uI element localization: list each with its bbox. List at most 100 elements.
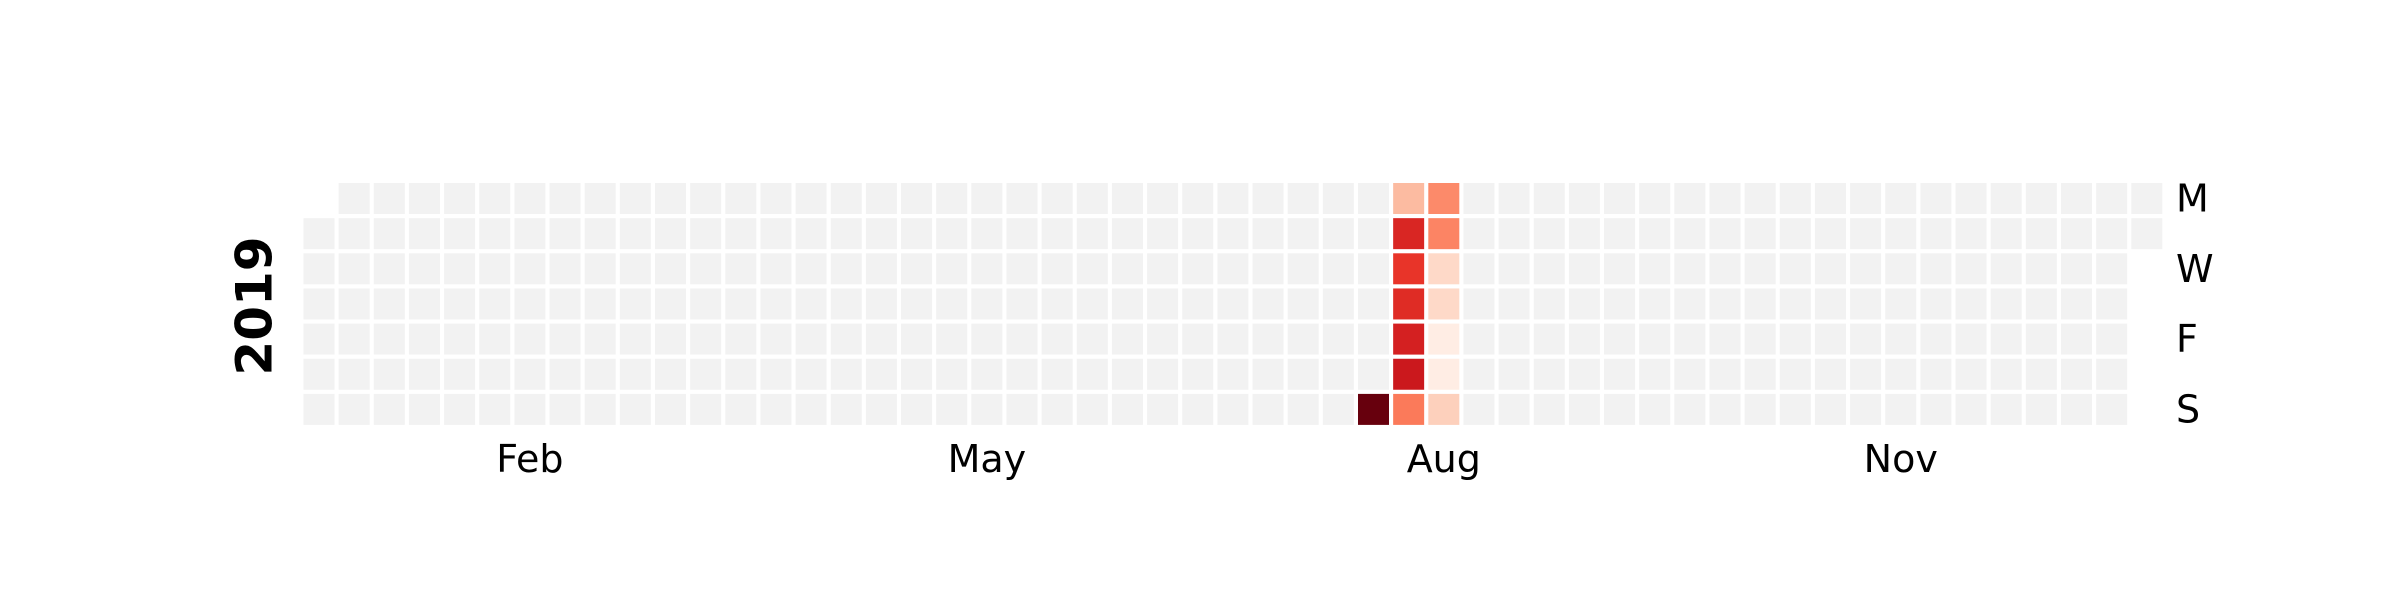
heatmap-cell — [2061, 288, 2092, 320]
heatmap-cell — [830, 183, 862, 214]
heatmap-cell — [1850, 323, 1882, 355]
heatmap-cell — [760, 218, 792, 250]
heatmap-cell-active — [1393, 323, 1425, 355]
heatmap-cell — [1604, 358, 1636, 390]
heatmap-cell — [1604, 183, 1636, 214]
heatmap-cell — [1639, 358, 1671, 390]
heatmap-cell — [830, 288, 862, 320]
heatmap-cell — [1041, 288, 1073, 320]
day-label: M — [2176, 177, 2209, 221]
heatmap-cell — [901, 323, 933, 355]
heatmap-cell — [1920, 358, 1952, 390]
heatmap-cell — [1604, 288, 1636, 320]
heatmap-cell — [690, 288, 722, 320]
heatmap-cell — [584, 393, 616, 425]
heatmap-cell — [1287, 183, 1319, 214]
heatmap-cell — [2096, 288, 2128, 320]
heatmap-cell-active — [1358, 393, 1389, 425]
heatmap-cell — [1920, 183, 1952, 214]
heatmap-cell — [1709, 218, 1741, 250]
heatmap-cell — [1147, 183, 1179, 214]
heatmap-cell — [1498, 288, 1530, 320]
heatmap-cell — [2096, 253, 2128, 285]
heatmap-cell — [971, 253, 1003, 285]
heatmap-cell — [1322, 218, 1354, 250]
heatmap-cell — [1182, 288, 1214, 320]
heatmap-cell — [619, 288, 651, 320]
heatmap-cell — [1287, 358, 1319, 390]
heatmap-cell — [1639, 393, 1671, 425]
heatmap-cell — [303, 218, 335, 250]
heatmap-cell-active — [1428, 253, 1460, 285]
heatmap-cell — [1568, 323, 1600, 355]
heatmap-cell — [795, 253, 827, 285]
heatmap-cell — [1779, 358, 1811, 390]
heatmap-cell — [1533, 183, 1565, 214]
heatmap-cell — [338, 253, 370, 285]
month-label: Feb — [496, 437, 563, 481]
heatmap-cell — [795, 358, 827, 390]
heatmap-cell — [1885, 358, 1917, 390]
heatmap-cell — [690, 183, 722, 214]
day-label: F — [2176, 317, 2198, 361]
heatmap-cell — [1463, 218, 1495, 250]
heatmap-cell — [1006, 393, 1038, 425]
heatmap-cell — [1814, 183, 1846, 214]
heatmap-cell — [1358, 288, 1389, 320]
heatmap-cell — [2061, 323, 2092, 355]
heatmap-cell — [1568, 358, 1600, 390]
heatmap-cell — [1744, 323, 1776, 355]
heatmap-cell — [479, 253, 511, 285]
heatmap-cell — [1955, 183, 1987, 214]
heatmap-cell — [1779, 288, 1811, 320]
heatmap-cell — [1920, 288, 1952, 320]
heatmap-cell — [936, 218, 968, 250]
heatmap-cell — [795, 323, 827, 355]
heatmap-cell — [303, 288, 335, 320]
heatmap-cell — [619, 358, 651, 390]
heatmap-cell — [1111, 393, 1143, 425]
heatmap-cell — [1287, 393, 1319, 425]
heatmap-cell — [1639, 288, 1671, 320]
heatmap-cell — [901, 183, 933, 214]
heatmap-cell — [865, 253, 897, 285]
heatmap-cell — [1182, 393, 1214, 425]
heatmap-cell — [1533, 288, 1565, 320]
heatmap-cell — [1744, 288, 1776, 320]
heatmap-cell — [1990, 253, 2022, 285]
heatmap-cell — [408, 218, 440, 250]
heatmap-cell — [795, 218, 827, 250]
heatmap-cell — [1990, 393, 2022, 425]
heatmap-cell — [444, 183, 476, 214]
heatmap-cell — [2096, 358, 2128, 390]
heatmap-cell — [1217, 358, 1249, 390]
heatmap-cell — [1006, 218, 1038, 250]
heatmap-cell — [1217, 218, 1249, 250]
heatmap-cell — [1463, 253, 1495, 285]
heatmap-cell — [1850, 253, 1882, 285]
heatmap-cell — [690, 218, 722, 250]
heatmap-cell — [303, 323, 335, 355]
heatmap-cell — [1076, 253, 1108, 285]
heatmap-cell — [1568, 253, 1600, 285]
heatmap-cell — [1604, 323, 1636, 355]
heatmap-cell — [1709, 358, 1741, 390]
heatmap-cell — [1006, 323, 1038, 355]
heatmap-cell — [408, 253, 440, 285]
heatmap-cell — [1322, 288, 1354, 320]
heatmap-cell — [338, 323, 370, 355]
heatmap-cell — [408, 358, 440, 390]
heatmap-cell — [373, 393, 405, 425]
heatmap-cell — [1955, 393, 1987, 425]
heatmap-cell — [1955, 288, 1987, 320]
heatmap-cell — [2096, 393, 2128, 425]
heatmap-cell — [1709, 183, 1741, 214]
heatmap-cell — [2096, 323, 2128, 355]
heatmap-cell — [1252, 323, 1284, 355]
heatmap-cell — [760, 323, 792, 355]
heatmap-cell — [1604, 218, 1636, 250]
heatmap-cell — [865, 358, 897, 390]
heatmap-cell — [1147, 288, 1179, 320]
heatmap-cell — [971, 183, 1003, 214]
heatmap-cell — [1814, 358, 1846, 390]
